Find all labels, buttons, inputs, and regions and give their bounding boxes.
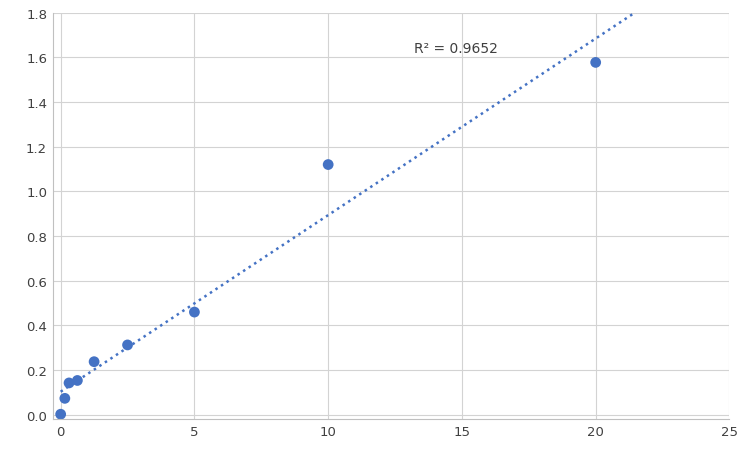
Text: R² = 0.9652: R² = 0.9652 bbox=[414, 42, 498, 56]
Point bbox=[189, 309, 201, 316]
Point bbox=[590, 60, 602, 67]
Point bbox=[63, 379, 75, 387]
Point bbox=[322, 161, 334, 169]
Point bbox=[55, 411, 67, 418]
Point bbox=[71, 377, 83, 384]
Point bbox=[88, 358, 100, 365]
Point bbox=[122, 341, 134, 349]
Point bbox=[59, 395, 71, 402]
